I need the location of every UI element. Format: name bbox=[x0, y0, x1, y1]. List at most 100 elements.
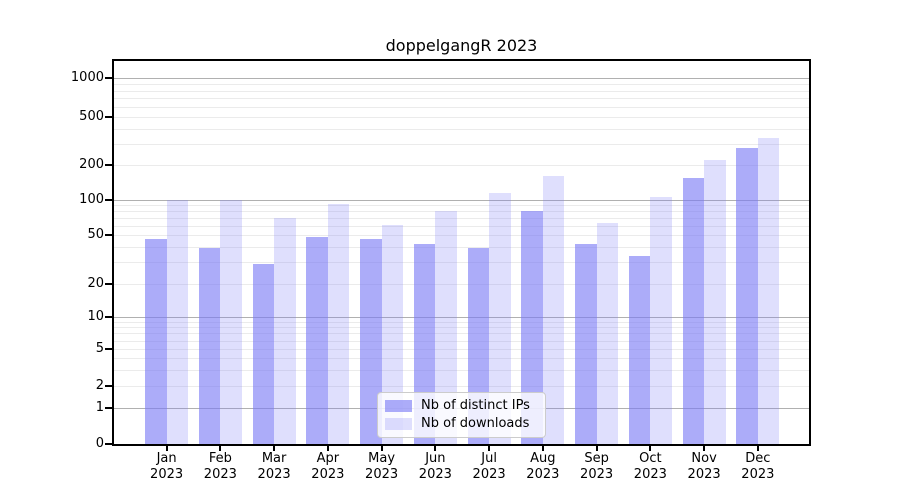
y-tick-label-200: 200 bbox=[79, 157, 104, 172]
y-tick-label-1: 1 bbox=[95, 400, 104, 415]
bar-distinct-ips-feb bbox=[198, 248, 221, 444]
bar-downloads-jun bbox=[435, 211, 457, 444]
y-tick-mark-200 bbox=[105, 164, 112, 166]
x-tick-mark-jan bbox=[165, 446, 168, 451]
y-tick-mark-20 bbox=[105, 283, 112, 285]
gridline-minor-200 bbox=[114, 165, 809, 166]
legend-label-distinct-ips: Nb of distinct IPs bbox=[421, 398, 530, 413]
x-tick-mark-may bbox=[380, 446, 383, 451]
gridline-minor-800 bbox=[114, 90, 809, 92]
y-tick-mark-5 bbox=[105, 348, 112, 350]
gridline-minor-600 bbox=[114, 106, 809, 108]
x-tick-label-aug: Aug 2023 bbox=[526, 451, 560, 482]
x-tick-label-feb: Feb 2023 bbox=[203, 451, 237, 482]
gridline-minor-4 bbox=[114, 358, 809, 359]
gridline-major-100 bbox=[114, 200, 809, 201]
bar-distinct-ips-oct bbox=[628, 255, 651, 444]
chart-title: doppelgangR 2023 bbox=[385, 36, 538, 55]
y-tick-label-1000: 1000 bbox=[70, 70, 104, 85]
bar-downloads-sep bbox=[596, 223, 619, 444]
y-tick-mark-0 bbox=[105, 443, 112, 445]
gridline-minor-900 bbox=[114, 83, 809, 85]
y-tick-label-500: 500 bbox=[79, 109, 104, 124]
bar-distinct-ips-dec bbox=[736, 148, 758, 444]
gridline-minor-5 bbox=[114, 349, 809, 350]
x-tick-mark-dec bbox=[756, 446, 759, 451]
legend: Nb of distinct IPs Nb of downloads bbox=[377, 392, 546, 438]
gridline-minor-3 bbox=[114, 369, 809, 371]
x-tick-label-apr: Apr 2023 bbox=[311, 451, 345, 482]
gridline-minor-9 bbox=[114, 321, 809, 323]
x-tick-label-jul: Jul 2023 bbox=[472, 451, 506, 482]
gridline-minor-40 bbox=[114, 246, 809, 248]
legend-entry-downloads: Nb of downloads bbox=[385, 415, 538, 433]
bar-distinct-ips-jan bbox=[145, 239, 167, 444]
gridline-minor-6 bbox=[114, 340, 809, 342]
bar-downloads-nov bbox=[704, 160, 726, 444]
gridline-minor-2 bbox=[114, 386, 809, 387]
bar-downloads-jan bbox=[166, 200, 189, 444]
gridline-minor-30 bbox=[114, 262, 809, 264]
y-tick-label-10: 10 bbox=[87, 309, 104, 324]
bar-downloads-dec bbox=[757, 137, 780, 444]
bar-distinct-ips-nov bbox=[682, 177, 705, 444]
plot-inner bbox=[114, 61, 809, 444]
gridline-minor-400 bbox=[114, 128, 809, 130]
y-tick-label-2: 2 bbox=[95, 378, 104, 393]
legend-swatch-distinct-ips bbox=[385, 400, 412, 412]
gridline-minor-700 bbox=[114, 98, 809, 100]
gridline-minor-500 bbox=[114, 117, 809, 118]
y-tick-mark-1 bbox=[105, 407, 112, 409]
y-tick-mark-100 bbox=[105, 199, 112, 201]
gridline-minor-20 bbox=[114, 284, 809, 285]
y-tick-mark-500 bbox=[105, 116, 112, 118]
y-tick-mark-2 bbox=[105, 385, 112, 387]
x-tick-mark-aug bbox=[541, 446, 544, 451]
gridline-minor-80 bbox=[114, 211, 809, 213]
gridline-minor-8 bbox=[114, 327, 809, 329]
bar-distinct-ips-aug bbox=[521, 210, 543, 444]
x-tick-mark-feb bbox=[219, 446, 222, 451]
bar-distinct-ips-mar bbox=[252, 264, 275, 444]
plot-area bbox=[112, 59, 811, 446]
y-tick-label-5: 5 bbox=[95, 341, 104, 356]
gridline-minor-50 bbox=[114, 235, 809, 236]
x-tick-label-oct: Oct 2023 bbox=[633, 451, 667, 482]
gridline-major-1000 bbox=[114, 78, 809, 79]
bar-distinct-ips-apr bbox=[306, 237, 328, 444]
x-tick-mark-jul bbox=[488, 446, 491, 451]
gridline-minor-7 bbox=[114, 333, 809, 335]
bar-downloads-mar bbox=[274, 218, 296, 444]
legend-label-downloads: Nb of downloads bbox=[421, 416, 530, 431]
y-tick-label-0: 0 bbox=[95, 436, 104, 451]
gridline-major-10 bbox=[114, 317, 809, 318]
x-tick-label-jun: Jun 2023 bbox=[418, 451, 452, 482]
gridline-minor-90 bbox=[114, 205, 809, 207]
bar-downloads-feb bbox=[220, 200, 242, 444]
gridline-minor-60 bbox=[114, 225, 809, 227]
x-tick-mark-apr bbox=[326, 446, 329, 451]
x-tick-mark-oct bbox=[649, 446, 652, 451]
y-tick-mark-50 bbox=[105, 234, 112, 236]
x-tick-label-mar: Mar 2023 bbox=[257, 451, 291, 482]
x-tick-label-may: May 2023 bbox=[365, 451, 399, 482]
x-tick-label-dec: Dec 2023 bbox=[741, 451, 775, 482]
x-tick-label-sep: Sep 2023 bbox=[580, 451, 614, 482]
x-tick-label-nov: Nov 2023 bbox=[687, 451, 721, 482]
y-tick-label-50: 50 bbox=[87, 227, 104, 242]
bar-distinct-ips-sep bbox=[575, 244, 597, 444]
legend-entry-distinct-ips: Nb of distinct IPs bbox=[385, 397, 538, 415]
y-tick-mark-1000 bbox=[105, 77, 112, 79]
bar-downloads-may bbox=[381, 224, 404, 444]
x-tick-mark-mar bbox=[273, 446, 276, 451]
bar-downloads-jul bbox=[489, 192, 511, 444]
x-tick-mark-sep bbox=[595, 446, 598, 451]
x-tick-label-jan: Jan 2023 bbox=[150, 451, 184, 482]
bar-downloads-oct bbox=[650, 196, 672, 444]
x-tick-mark-jun bbox=[434, 446, 437, 451]
gridline-minor-70 bbox=[114, 218, 809, 219]
bar-distinct-ips-may bbox=[360, 239, 382, 444]
gridline-minor-300 bbox=[114, 143, 809, 145]
bar-downloads-apr bbox=[327, 203, 350, 444]
